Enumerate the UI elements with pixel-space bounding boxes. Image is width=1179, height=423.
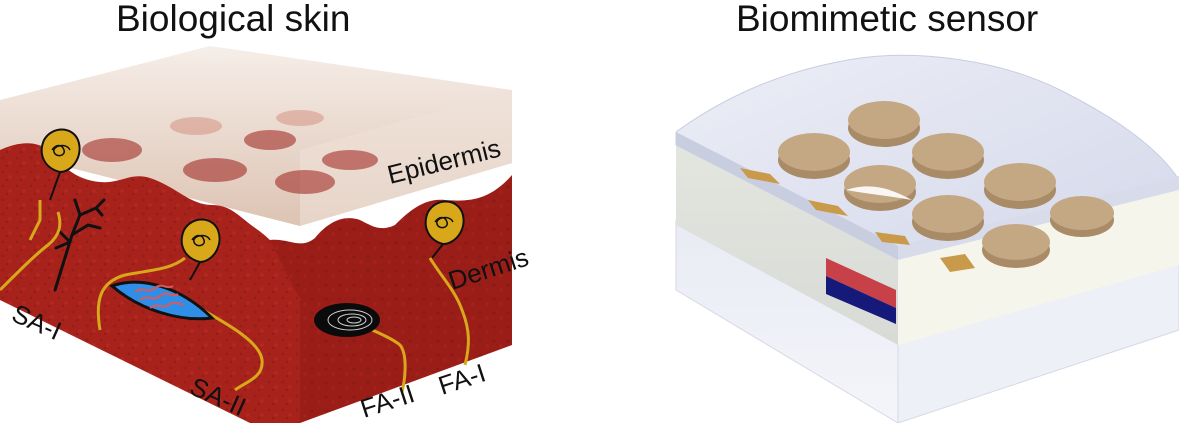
biomimetic-sensor-title: Biomimetic sensor: [736, 0, 1039, 39]
skin-block: Epidermis Dermis SA-I SA-II FA-II FA-I: [0, 46, 532, 423]
flag-red-stripe: [826, 258, 896, 308]
dermal-papillae: [82, 130, 378, 194]
electrode-tabs: [740, 168, 975, 272]
sensor-top-edge-side: [898, 176, 1179, 260]
ruffini-ending: [109, 280, 216, 321]
sensor-disc: [848, 101, 920, 147]
sensor-disc: [778, 133, 850, 179]
sensor-block: [675, 54, 1179, 423]
sensor-disc: [982, 224, 1050, 268]
sensor-disc: [984, 163, 1056, 209]
meissner-corpuscle-2: [180, 218, 221, 281]
epidermis-side-face: [300, 90, 512, 226]
sensor-disc: [1050, 196, 1114, 237]
sensor-discs: [778, 101, 1114, 268]
pacinian-corpuscle: [314, 303, 380, 337]
meissner-corpuscle-3: [424, 200, 465, 259]
sensor-top-edge-front: [676, 132, 898, 260]
sensor-disc: [912, 133, 984, 179]
nerve-fibers: [0, 200, 470, 393]
sensor-disc: [912, 195, 984, 241]
papillae-highlights: [170, 110, 324, 135]
sensor-flag: [826, 258, 896, 324]
merkel-disk-receptor: [53, 198, 106, 292]
meissner-corpuscle-1: [40, 128, 81, 201]
biological-skin-title: Biological skin: [116, 0, 351, 39]
flag-blue-stripe: [826, 276, 896, 324]
sensor-disc: [844, 165, 916, 211]
